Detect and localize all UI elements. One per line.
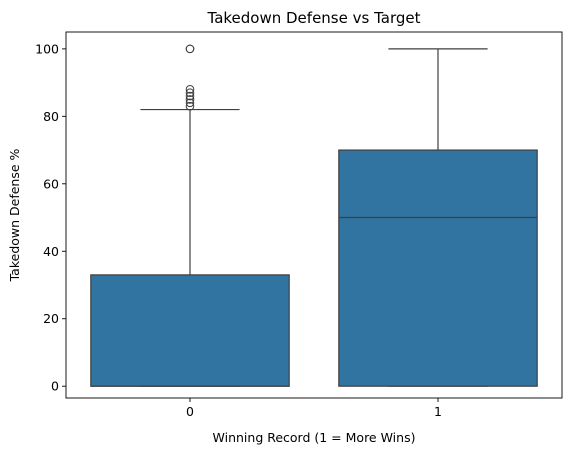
outlier-point [185,101,195,111]
y-tick-label: 80 [43,109,59,124]
outlier-point [185,44,195,54]
x-tick-label: 0 [186,404,194,419]
plot-area: 0 20 40 60 80 100 0 1 [35,41,538,419]
outlier-point [185,88,195,98]
outlier-point [185,85,195,94]
y-tick-label: 0 [51,379,59,394]
outlier-point [185,95,195,104]
x-tick-label: 1 [434,404,442,419]
y-tick-label: 40 [43,244,59,259]
box-0 [90,274,290,387]
outlier-point [185,98,195,108]
box-1 [338,149,538,387]
plot-frame [65,31,563,399]
y-axis-label: Takedown Defense % [7,148,22,282]
y-tick-label: 20 [43,311,59,326]
chart-title: Takedown Defense vs Target [207,9,421,27]
outlier-point [185,91,195,101]
y-tick-label: 100 [35,41,59,56]
x-axis-label: Winning Record (1 = More Wins) [213,430,416,445]
y-tick-label: 60 [43,176,59,191]
